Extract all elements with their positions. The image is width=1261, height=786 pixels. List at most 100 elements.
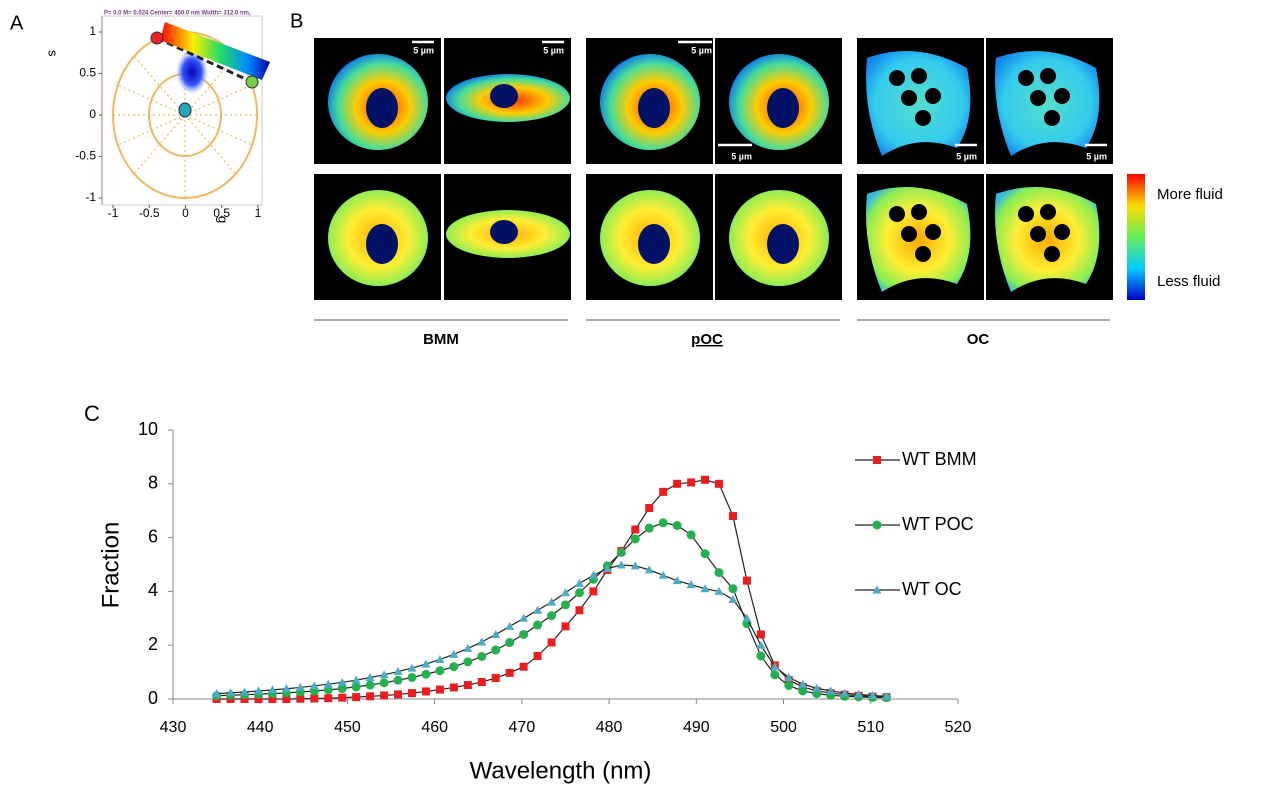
scale-bar-label: 5 µm [413,45,434,55]
marker [463,657,473,667]
nucleus [366,224,398,264]
marker [812,683,822,692]
marker [505,638,515,648]
marker [589,587,598,596]
cursor [245,75,259,89]
vacuole [901,226,917,242]
pixel-cloud [176,50,208,94]
marker [449,649,459,658]
marker [728,584,738,594]
spectrum-bar [160,22,270,80]
x-tick-label: 450 [334,719,361,736]
marker [840,688,850,697]
marker [574,578,584,587]
y-tick-label: 0 [148,688,158,708]
colorbar-label: Less fluid [1157,273,1220,290]
marker [463,681,472,690]
marker [644,523,654,533]
x-tick-label: 500 [770,719,797,736]
marker [714,568,724,578]
marker [588,570,598,579]
marker [673,479,682,488]
marker [435,685,444,694]
x-tick-label: 430 [160,719,187,736]
group-label: BMM [423,331,459,348]
marker [309,681,319,690]
cell [866,186,971,292]
marker [826,686,836,695]
marker [630,561,640,570]
nucleus [767,88,799,128]
scale-bar-label: 5 µm [956,151,977,161]
marker [449,662,459,672]
vacuole [901,90,917,106]
legend-marker [873,456,881,464]
marker [477,678,486,687]
marker [379,678,389,688]
marker [616,547,626,557]
vacuole [925,224,941,240]
marker [519,662,528,671]
cell-images: 5 µm 5 µm 5 µm 5 µm 5 µm 5 µm [314,38,1113,300]
y-tick-label: 4 [148,580,158,600]
marker [310,694,319,703]
marker [477,651,487,661]
marker [407,672,417,682]
nucleus [638,224,670,264]
x-tick-label: 510 [857,719,884,736]
marker [365,680,375,690]
colorbar [1127,174,1145,300]
marker [574,588,584,598]
marker [407,663,417,672]
panel-labels: A B C [10,10,303,426]
marker [714,586,724,595]
cursor [150,31,164,45]
marker [728,594,738,603]
marker [226,688,236,697]
marker [365,672,375,681]
vacuole [1040,68,1056,84]
x-tick-label: -0.5 [139,206,160,220]
y-tick-label: 6 [148,526,158,546]
marker [477,637,487,646]
marker [672,576,682,585]
panel-label: A [10,12,24,34]
marker [686,580,696,589]
marker [267,685,277,694]
y-axis-title: s [46,50,61,57]
marker [435,654,445,663]
y-tick-label: 8 [148,473,158,493]
vacuole [1040,204,1056,220]
marker [770,670,780,680]
group-label: pOC [691,331,723,348]
series-line [216,522,887,699]
marker [421,687,430,696]
group-label: OC [967,331,990,348]
phasor-plot: P= 0.0 M= 0.024 Center= 450.0 nm Width= … [46,11,270,223]
marker [533,651,542,660]
marker [728,512,737,521]
phasor-header: P= 0.0 M= 0.024 Center= 450.0 nm Width= … [104,11,251,17]
marker [324,694,333,703]
marker [756,640,766,649]
marker [379,670,389,679]
x-tick-label: 480 [596,719,623,736]
marker [616,560,626,569]
marker [881,691,891,700]
vacuole [1018,206,1034,222]
marker [854,689,864,698]
scale-bar-label: 5 µm [543,45,564,55]
legend-label: WT BMM [902,449,977,469]
marker [463,643,473,652]
marker [351,682,361,692]
marker [491,629,501,638]
marker [533,620,543,630]
x-axis-title: g [216,216,231,223]
marker [644,565,654,574]
marker [323,679,333,688]
marker [686,530,696,540]
vacuole [1054,224,1070,240]
marker [393,667,403,676]
marker [421,659,431,668]
cell [995,186,1100,292]
